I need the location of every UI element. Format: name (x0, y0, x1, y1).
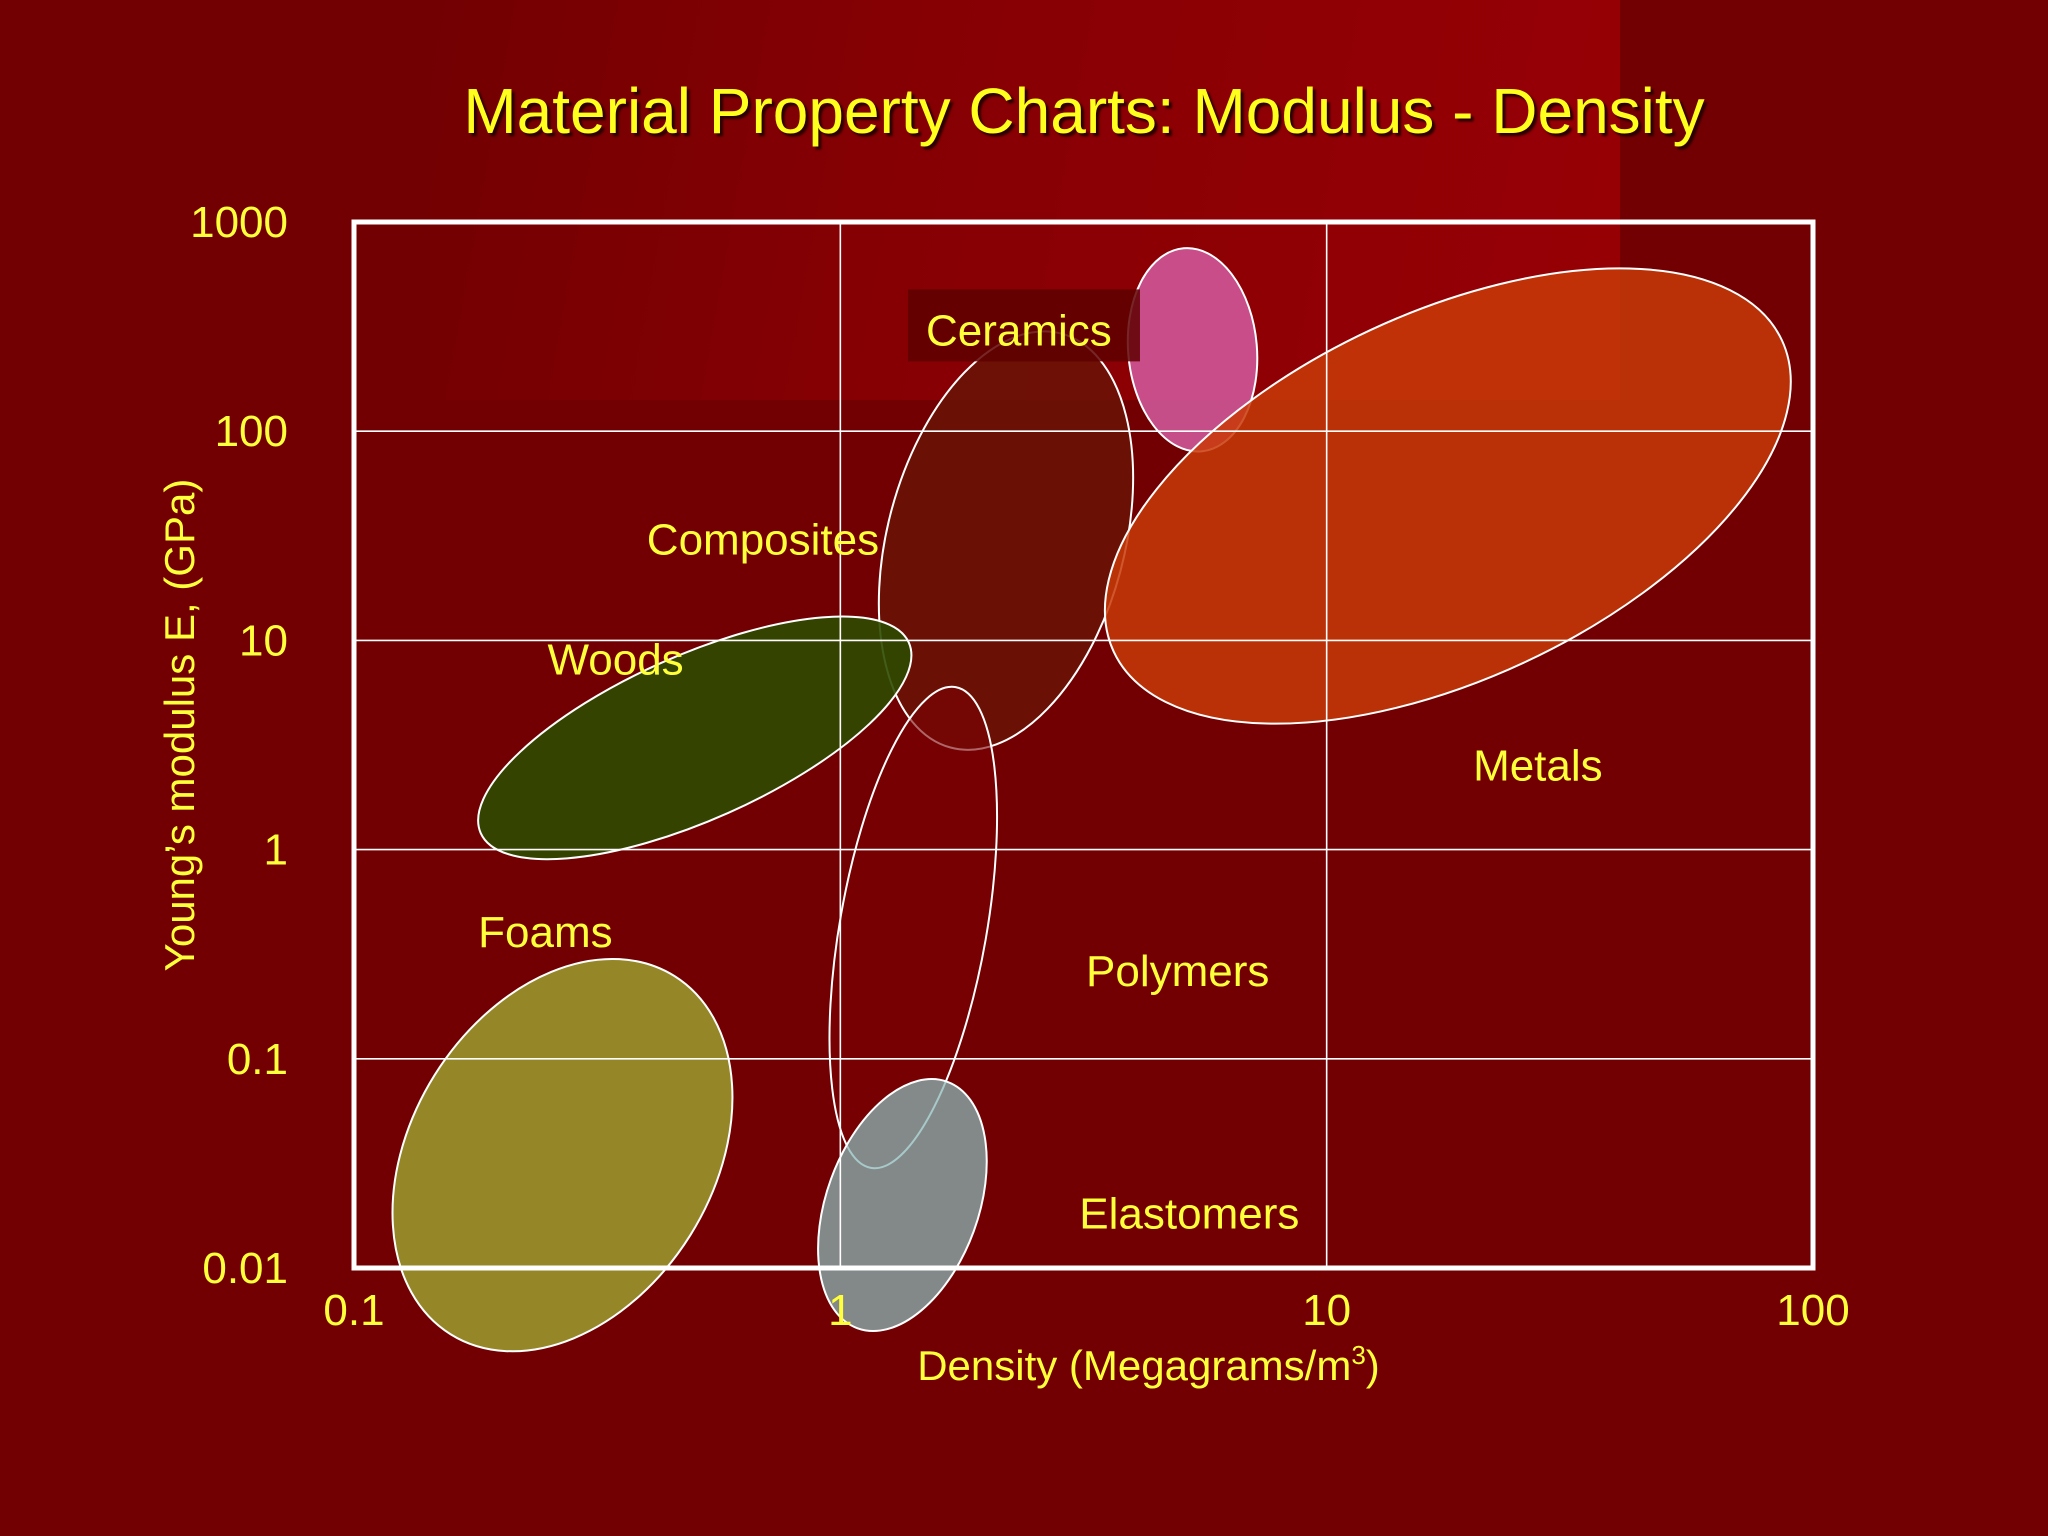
tick-labels: 1000 100 10 1 0.1 0.01 0.1 1 10 100 (190, 198, 1850, 1335)
label-metals: Metals (1473, 741, 1603, 790)
y-tick-label: 0.1 (227, 1035, 288, 1084)
y-tick-label: 10 (239, 616, 288, 665)
label-woods: Woods (548, 636, 684, 685)
region-labels: Ceramics Composites Woods Metals Foams Polyme… (478, 289, 1603, 1239)
y-tick-label: 100 (215, 407, 288, 456)
label-composites: Composites (647, 516, 879, 565)
y-tick-label: 0.01 (202, 1244, 288, 1293)
material-regions (391, 247, 1792, 1353)
region-metals (1103, 267, 1792, 725)
label-elastomers: Elastomers (1079, 1190, 1299, 1239)
x-tick-label: 0.1 (323, 1286, 384, 1335)
plot-frame (351, 219, 1816, 1271)
x-axis-label-superscript: 3 (1351, 1340, 1365, 1370)
x-tick-label: 1 (828, 1286, 852, 1335)
y-axis-label: Young’s modulus E, (GPa) (156, 479, 203, 972)
label-polymers: Polymers (1086, 947, 1269, 996)
grid-lines (354, 222, 1813, 1268)
y-tick-label: 1 (264, 826, 288, 875)
label-ceramics: Ceramics (926, 306, 1112, 355)
x-axis-label-close: ) (1366, 1342, 1380, 1389)
chart-title: Material Property Charts: Modulus - Dens… (463, 75, 1705, 147)
region-foams (391, 957, 734, 1353)
x-tick-label: 100 (1776, 1286, 1849, 1335)
x-tick-label: 10 (1302, 1286, 1351, 1335)
x-axis-label: Density (Megagrams/m3) (917, 1340, 1380, 1389)
region-woods (477, 615, 913, 861)
x-axis-label-main: Density (Megagrams/m (917, 1342, 1351, 1389)
ceramics-label-background (907, 289, 1140, 362)
y-tick-label: 1000 (190, 198, 288, 247)
region-elastomers (817, 1078, 988, 1332)
label-foams: Foams (478, 908, 612, 957)
